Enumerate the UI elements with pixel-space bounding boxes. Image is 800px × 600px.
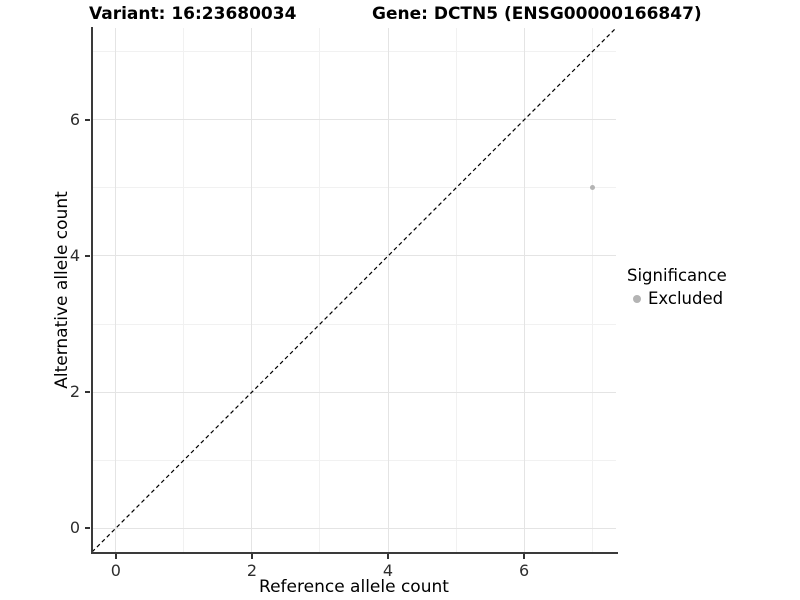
y-tick <box>85 391 90 393</box>
plot-title-variant: Variant: 16:23680034 <box>89 4 297 24</box>
y-tick <box>85 527 90 529</box>
plot-title-gene: Gene: DCTN5 (ENSG00000166847) <box>372 4 702 24</box>
plot-panel <box>92 28 616 552</box>
y-axis-title: Alternative allele count <box>52 191 72 389</box>
legend-point-icon <box>633 294 641 303</box>
x-tick <box>387 554 389 559</box>
y-tick <box>85 119 90 121</box>
legend: Significance Excluded <box>627 266 727 308</box>
legend-entry-excluded: Excluded <box>627 289 727 308</box>
y-axis-line <box>91 27 93 554</box>
legend-title: Significance <box>627 266 727 285</box>
x-axis-line <box>91 552 618 554</box>
legend-entry-label: Excluded <box>648 289 724 308</box>
y-tick <box>85 255 90 257</box>
y-tick-label: 0 <box>69 518 80 538</box>
y-tick-label: 6 <box>69 109 80 129</box>
x-tick <box>115 554 117 559</box>
x-tick <box>523 554 525 559</box>
x-axis-title: Reference allele count <box>259 577 449 597</box>
x-tick <box>251 554 253 559</box>
